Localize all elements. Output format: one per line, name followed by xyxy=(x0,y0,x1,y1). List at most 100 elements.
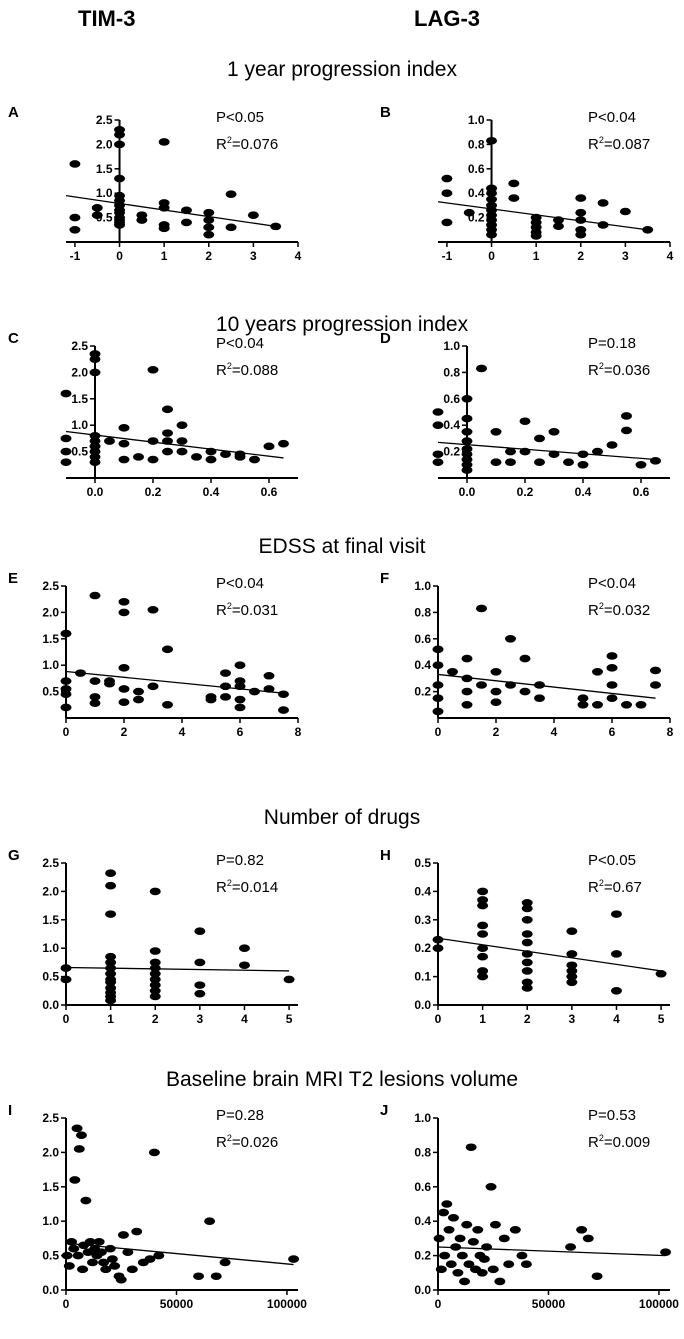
data-point xyxy=(89,442,101,451)
data-point xyxy=(75,1131,87,1139)
regression-line xyxy=(437,673,656,699)
y-tick-label: 0.5 xyxy=(71,445,88,459)
data-point xyxy=(204,1217,216,1225)
data-point xyxy=(461,654,473,663)
regression-line xyxy=(65,1242,294,1266)
y-tick-label: 0.3 xyxy=(414,913,431,927)
y-tick-label: 0.0 xyxy=(414,998,431,1012)
r-squared-label: R2=0.032 xyxy=(588,595,650,622)
x-tick-label: 4 xyxy=(179,725,186,739)
stats-annotation: P=0.28 R2=0.026 xyxy=(216,1104,278,1154)
p-value-label: P<0.04 xyxy=(216,335,264,352)
data-point xyxy=(205,695,217,704)
data-point xyxy=(131,1227,143,1236)
y-tick-label: 0.0 xyxy=(414,1283,431,1297)
x-tick-label: 0 xyxy=(435,1297,442,1311)
data-point xyxy=(619,207,631,216)
x-tick-label: 2 xyxy=(205,249,212,263)
x-tick-label: 6 xyxy=(609,725,616,739)
data-point xyxy=(476,364,487,373)
data-point xyxy=(118,608,130,617)
data-point xyxy=(606,694,618,702)
data-point xyxy=(432,935,444,944)
stats-annotation: P<0.04 R2=0.032 xyxy=(588,572,650,622)
data-point xyxy=(606,664,618,672)
x-tick-label: 8 xyxy=(667,725,674,739)
data-point xyxy=(486,230,498,239)
regression-line xyxy=(437,201,648,231)
data-point xyxy=(438,1208,450,1217)
x-tick-label: 0.0 xyxy=(459,485,476,499)
regression-line xyxy=(65,966,290,972)
x-tick-label: 100000 xyxy=(639,1297,679,1311)
panel-g: G 0.0 0.5 1.0 1.5 2.0 2.5 0 1 2 3 4 5 P=0.82 R2=0.014 xyxy=(8,847,308,1035)
x-tick-label: 50000 xyxy=(160,1297,194,1311)
data-point xyxy=(461,395,473,403)
p-value-label: P<0.04 xyxy=(216,575,264,592)
scatter-plot: 0.51.01.52.02.5-1 0 1 2 3 4 xyxy=(65,113,302,263)
y-tick-label: 2.0 xyxy=(71,365,88,379)
data-point xyxy=(105,996,117,1005)
y-tick-label: 2.5 xyxy=(42,579,59,593)
data-point xyxy=(249,455,260,464)
data-point xyxy=(521,938,533,947)
data-point xyxy=(439,1251,451,1260)
data-point xyxy=(610,910,622,918)
data-point xyxy=(263,671,275,680)
regression-line xyxy=(65,194,276,228)
y-tick-label: 0.6 xyxy=(443,392,460,406)
data-point xyxy=(147,455,159,464)
data-point xyxy=(575,208,587,217)
data-point xyxy=(89,431,101,440)
data-point xyxy=(465,1143,477,1152)
data-point xyxy=(93,1238,105,1246)
data-point xyxy=(114,174,126,183)
y-tick-label: 1.0 xyxy=(96,186,113,200)
data-point xyxy=(225,223,237,232)
data-point xyxy=(283,975,295,984)
data-point xyxy=(490,687,502,696)
y-tick-label: 1.5 xyxy=(71,392,88,406)
data-point xyxy=(467,1238,479,1246)
r-squared-label: R2=0.031 xyxy=(216,595,278,622)
y-tick-label: 1.0 xyxy=(414,1111,431,1125)
scatter-plot: 0.0 0.5 1.0 1.5 2.0 2.5 0 1 2 3 4 5 xyxy=(42,856,298,1026)
data-point xyxy=(89,355,101,363)
data-point xyxy=(463,208,475,217)
y-tick-label: 1.0 xyxy=(443,339,460,353)
data-point xyxy=(100,1265,112,1274)
y-tick-label: 2.0 xyxy=(96,137,113,151)
section-title-mri: Baseline brain MRI T2 lesions volume xyxy=(165,1068,519,1091)
data-point xyxy=(84,1238,96,1246)
p-value-label: P=0.28 xyxy=(216,1107,264,1124)
data-point xyxy=(118,598,130,606)
data-point xyxy=(490,458,502,466)
r-squared-label: R2=0.076 xyxy=(216,129,278,156)
data-point xyxy=(106,1255,118,1263)
data-point xyxy=(234,677,246,685)
data-point xyxy=(278,439,289,448)
data-point xyxy=(61,1251,73,1260)
panel-letter: F xyxy=(380,570,390,587)
data-point xyxy=(89,458,101,466)
data-point xyxy=(60,703,72,712)
data-point xyxy=(441,1200,453,1208)
data-point xyxy=(566,961,578,970)
data-point xyxy=(477,952,489,961)
scatter-plot: 0.5 1.0 1.5 2.0 2.5 0.0 0.2 0.4 0.6 xyxy=(60,339,298,499)
y-tick-label: 2.5 xyxy=(71,339,88,353)
data-point xyxy=(247,211,259,219)
r-squared-value: =0.088 xyxy=(231,362,279,379)
p-value-label: P<0.04 xyxy=(588,575,636,592)
data-point xyxy=(162,645,173,654)
data-point xyxy=(461,428,473,436)
data-point xyxy=(447,668,458,676)
data-point xyxy=(552,222,564,230)
data-point xyxy=(477,930,489,938)
data-point xyxy=(104,437,115,445)
regression-line xyxy=(65,670,284,694)
x-tick-label: 0.2 xyxy=(145,485,162,499)
data-point xyxy=(98,1258,110,1267)
data-point xyxy=(508,179,520,188)
r-squared-label: R2=0.036 xyxy=(588,355,650,382)
